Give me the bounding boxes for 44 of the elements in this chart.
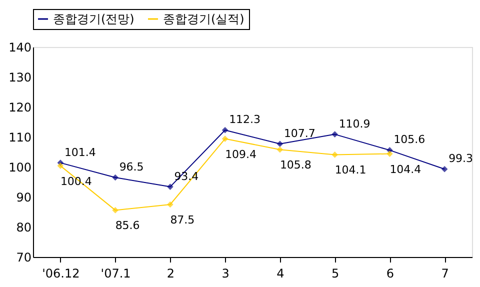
data-label: 101.4 [64,146,96,159]
point [57,162,64,169]
point [441,166,448,172]
data-label: 107.7 [284,126,316,140]
legend-label: 종합경기(실적) [163,12,244,26]
point [222,136,228,142]
point [332,152,338,158]
data-label: 110.9 [338,117,370,130]
data-label: 104.1 [334,164,366,177]
point [167,201,174,208]
y-tick-label: 70 [16,250,32,264]
y-tick-label: 140 [8,40,32,54]
x-tick-label: 6 [386,266,394,280]
data-label: 112.3 [229,113,261,126]
x-tick-label: 7 [441,266,449,280]
data-label: 105.8 [280,158,312,172]
data-label: 99.3 [448,152,474,166]
point [386,150,393,157]
data-label: 105.6 [394,133,426,146]
y-tick-label: 130 [8,70,32,84]
x-tick-label: 4 [276,266,284,280]
point [332,131,338,138]
x-tick-label: 2 [166,266,175,280]
y-tick-label: 80 [16,220,32,234]
y-tick-label: 120 [8,100,32,114]
data-label: 87.5 [170,214,195,226]
x-tick-label: 3 [222,266,230,280]
x-tick-label: '07.1 [100,266,131,280]
data-label: 96.5 [119,160,144,174]
y-tick-label: 110 [8,130,32,144]
point [112,174,118,181]
point [276,140,284,148]
point [167,184,174,190]
point [276,146,284,153]
x-tick-label: '06.12 [42,266,80,280]
legend-label: 종합경기(전망) [53,12,134,26]
data-label: 109.4 [225,148,257,161]
data-label: 85.6 [115,219,140,232]
point [222,126,228,134]
y-tick-label: 90 [16,190,32,204]
x-tick-label: 5 [331,266,340,280]
data-label: 104.4 [390,162,422,176]
point [112,207,118,214]
y-tick-label: 100 [8,160,32,174]
